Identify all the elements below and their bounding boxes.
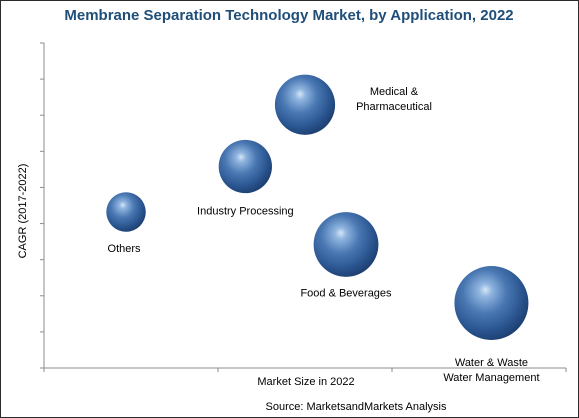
bubbles-layer xyxy=(106,74,529,340)
chart-title: Membrane Separation Technology Market, b… xyxy=(64,7,513,24)
y-axis-title: CAGR (2017-2022) xyxy=(17,164,29,259)
bubble-label-water-waste-water-management: Water & Waste Water Management xyxy=(443,357,539,384)
bubble-labels-layer: Others Industry Processing Medical & Pharma… xyxy=(108,86,540,384)
x-axis-ticks xyxy=(43,368,567,372)
bubble-label-food-beverages: Food & Beverages xyxy=(300,288,392,300)
bubble-label-industry-processing: Industry Processing xyxy=(197,206,294,218)
bubble-label-medical-pharmaceutical: Medical & Pharmaceutical xyxy=(356,86,432,113)
bubble-food-beverages xyxy=(313,212,379,277)
bubble-industry-processing xyxy=(218,139,272,194)
bubble-medical-pharmaceutical xyxy=(274,74,336,135)
source-note: Source: MarketsandMarkets Analysis xyxy=(266,401,447,413)
bubble-water-waste-water-management xyxy=(454,266,529,340)
y-axis-ticks xyxy=(40,42,44,369)
bubble-label-others: Others xyxy=(108,243,142,255)
x-axis-title: Market Size in 2022 xyxy=(257,376,354,388)
bubble-others xyxy=(106,192,146,232)
